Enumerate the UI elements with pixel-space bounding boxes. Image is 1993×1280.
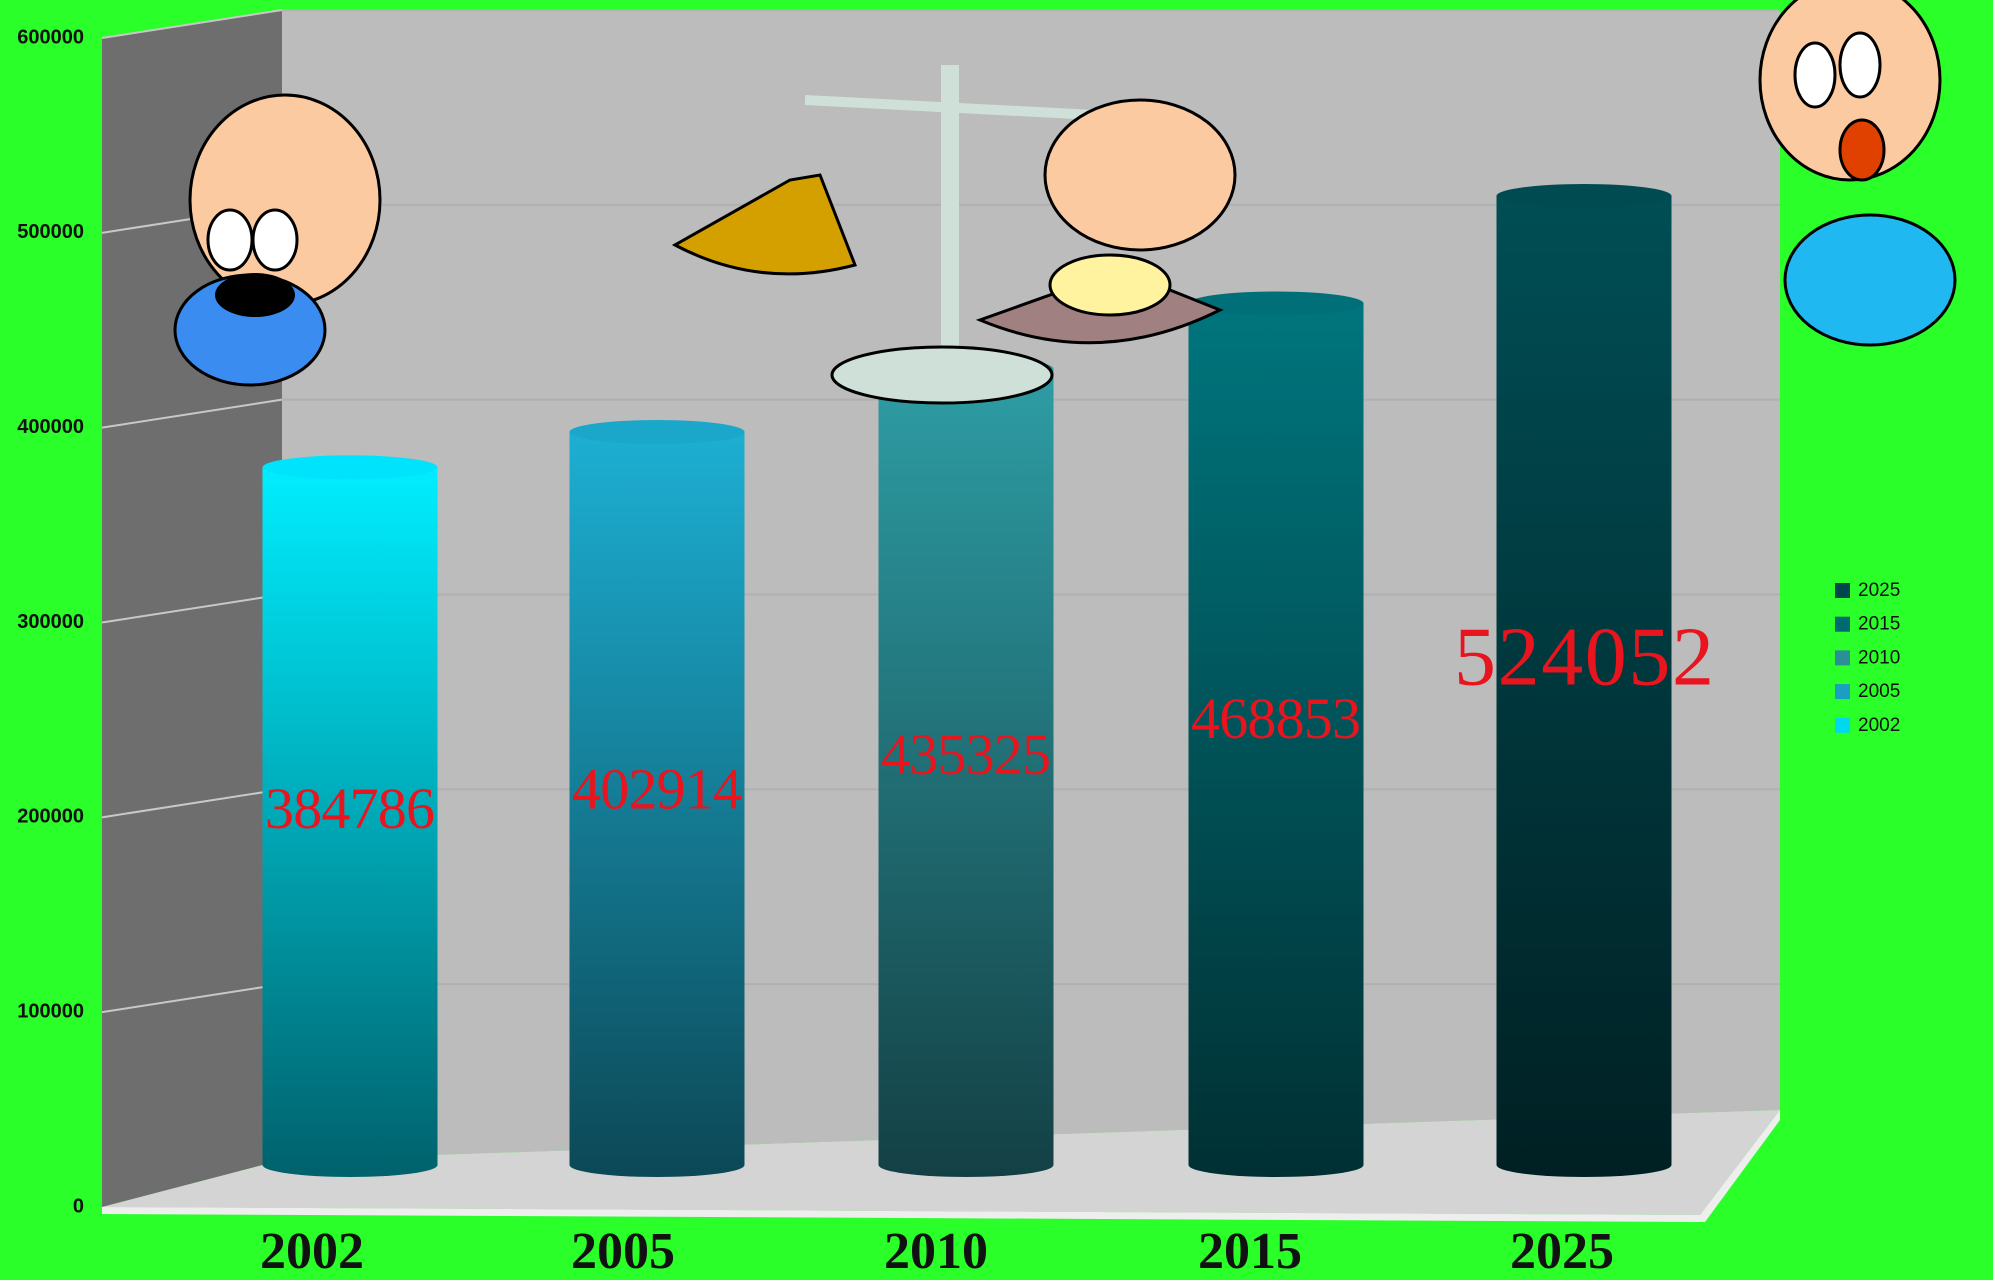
baby-eye — [251, 208, 299, 272]
legend-label: 2025 — [1858, 580, 1900, 601]
side-grid-line — [101, 983, 283, 1014]
floor-edge — [102, 1110, 1780, 1222]
bar-cap — [569, 419, 745, 444]
legend-swatch — [1835, 650, 1850, 666]
legend-swatch — [1835, 616, 1850, 632]
baby-eye — [1838, 31, 1882, 99]
bar — [262, 467, 438, 1178]
side-grid-line — [101, 9, 283, 39]
baby-mouth — [1838, 118, 1886, 182]
y-tick-label: 100000 — [17, 1000, 84, 1022]
value-label: 524052 — [1454, 611, 1714, 704]
legend-label: 2002 — [1858, 715, 1900, 736]
scale-base — [830, 345, 1054, 405]
baby-head — [1043, 98, 1237, 252]
legend-label: 2010 — [1858, 647, 1900, 668]
baby-diaper — [1783, 213, 1957, 347]
side-grid-line — [101, 593, 283, 624]
side-grid-line — [101, 788, 283, 819]
value-label: 402914 — [572, 757, 742, 822]
scale-pan — [671, 173, 858, 276]
x-tick-label: 2005 — [571, 1223, 675, 1280]
value-label: 384786 — [265, 776, 435, 841]
bar — [569, 431, 745, 1177]
value-label: 435325 — [881, 722, 1051, 787]
legend-swatch — [1835, 583, 1850, 598]
bar-cap — [262, 455, 438, 480]
bar — [878, 368, 1054, 1177]
bar-cap — [1188, 291, 1364, 316]
legend-swatch — [1835, 717, 1850, 733]
x-tick-label: 2010 — [884, 1223, 988, 1280]
baby-mouth — [215, 273, 295, 317]
legend-label: 2015 — [1858, 614, 1900, 635]
x-tick-label: 2015 — [1198, 1223, 1302, 1280]
legend-label: 2005 — [1858, 681, 1900, 702]
x-tick-label: 2025 — [1510, 1223, 1614, 1280]
bar — [1496, 195, 1672, 1177]
baby-eye — [1793, 41, 1837, 109]
y-tick-label: 300000 — [17, 611, 84, 633]
baby-head — [188, 93, 382, 307]
y-tick-label: 0 — [73, 1195, 84, 1217]
y-tick-label: 500000 — [17, 221, 84, 243]
scale-beam — [804, 95, 1096, 120]
bar-cap — [1496, 183, 1672, 208]
baby-diaper — [1048, 253, 1172, 317]
y-tick-label: 400000 — [17, 416, 84, 438]
baby-eye — [206, 208, 254, 272]
decorations — [173, 0, 1957, 405]
bar — [1188, 303, 1364, 1177]
value-label: 468853 — [1191, 686, 1361, 751]
y-tick-label: 200000 — [17, 806, 84, 828]
y-tick-label: 600000 — [17, 26, 84, 48]
legend-swatch — [1835, 684, 1850, 700]
x-tick-label: 2002 — [260, 1223, 364, 1280]
side-grid-line — [101, 398, 283, 429]
